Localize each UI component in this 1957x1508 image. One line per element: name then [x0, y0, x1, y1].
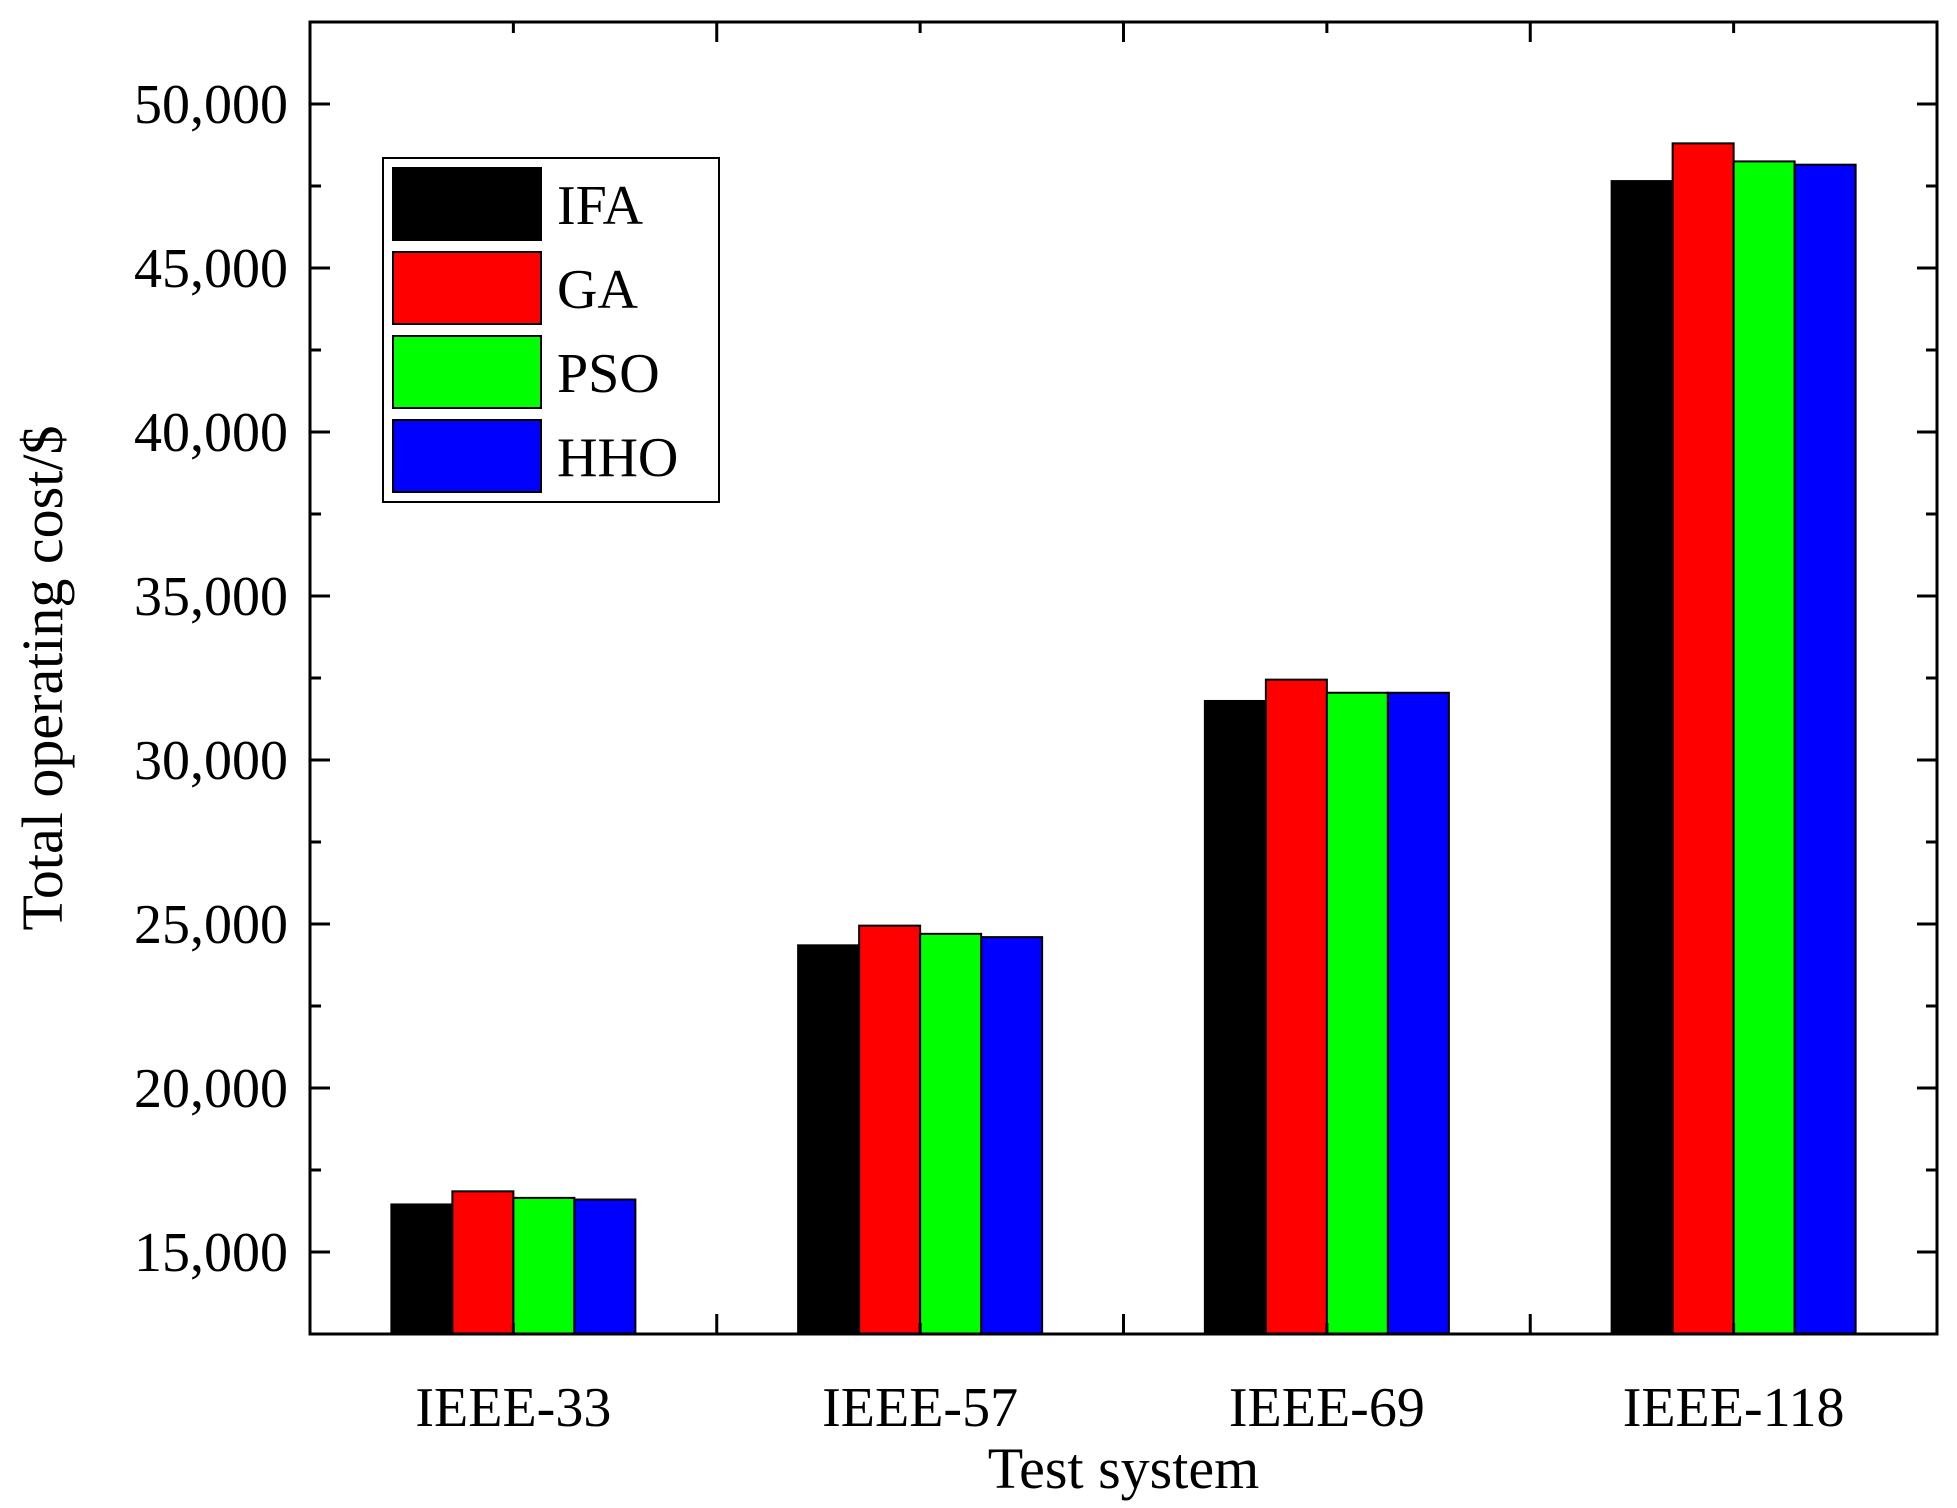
legend-swatch-ga: [392, 251, 542, 325]
bar-ga-ieee-57: [858, 924, 922, 1335]
bar-hho-ieee-33: [573, 1198, 637, 1336]
legend-label-ga: GA: [557, 259, 638, 321]
bar-pso-ieee-118: [1732, 160, 1796, 1335]
y-tick-label: 30,000: [134, 730, 288, 792]
y-tick-label: 20,000: [134, 1058, 288, 1120]
x-tick-label: IEEE-33: [415, 1377, 611, 1439]
x-tick-label: IEEE-57: [822, 1377, 1018, 1439]
bar-ga-ieee-69: [1264, 678, 1328, 1335]
legend: IFA GA PSO HHO: [382, 157, 720, 503]
y-tick-label: 50,000: [134, 74, 288, 136]
bar-hho-ieee-118: [1793, 163, 1857, 1335]
bar-ifa-ieee-33: [390, 1203, 454, 1335]
x-tick-label: IEEE-69: [1229, 1377, 1425, 1439]
bar-ifa-ieee-57: [797, 944, 861, 1335]
legend-label-hho: HHO: [557, 427, 678, 489]
x-axis: IEEE-33 IEEE-57 IEEE-69 IEEE-118: [308, 22, 1939, 1439]
bar-pso-ieee-57: [919, 932, 983, 1336]
bar-hho-ieee-69: [1386, 691, 1450, 1335]
bar-pso-ieee-33: [512, 1196, 576, 1335]
bar-ifa-ieee-69: [1203, 699, 1267, 1335]
y-tick-label: 25,000: [134, 894, 288, 956]
y-axis-title: Total operating cost/$: [10, 426, 75, 931]
legend-swatch-hho: [392, 419, 542, 493]
legend-swatch-pso: [392, 335, 542, 409]
legend-swatch-ifa: [392, 167, 542, 241]
bar-ga-ieee-33: [451, 1190, 515, 1335]
legend-label-ifa: IFA: [557, 175, 644, 237]
y-tick-label: 15,000: [134, 1222, 288, 1284]
bar-ga-ieee-118: [1671, 142, 1735, 1336]
plot-frame: [308, 20, 1939, 1336]
y-tick-label: 45,000: [134, 238, 288, 300]
bar-hho-ieee-57: [980, 936, 1044, 1335]
bar-ifa-ieee-118: [1610, 180, 1674, 1336]
y-axis: 15,000 20,000 25,000 30,000 35,000 40,000 45,0…: [134, 20, 1937, 1336]
x-tick-label: IEEE-118: [1623, 1377, 1845, 1439]
y-tick-label: 40,000: [134, 402, 288, 464]
y-tick-label: 35,000: [134, 566, 288, 628]
bar-pso-ieee-69: [1325, 691, 1389, 1335]
bars-group: [390, 142, 1857, 1336]
x-axis-title: Test system: [988, 1436, 1259, 1501]
legend-label-pso: PSO: [557, 343, 660, 405]
